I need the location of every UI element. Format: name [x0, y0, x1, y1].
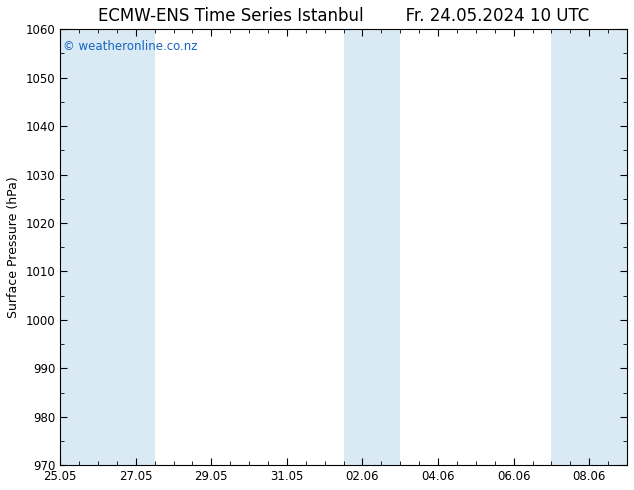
Text: © weatheronline.co.nz: © weatheronline.co.nz	[63, 40, 197, 53]
Title: ECMW-ENS Time Series Istanbul        Fr. 24.05.2024 10 UTC: ECMW-ENS Time Series Istanbul Fr. 24.05.…	[98, 7, 589, 25]
Bar	[117, 29, 155, 465]
Bar	[552, 29, 608, 465]
Bar	[344, 29, 400, 465]
Bar	[608, 29, 627, 465]
Bar	[60, 29, 117, 465]
Y-axis label: Surface Pressure (hPa): Surface Pressure (hPa)	[7, 176, 20, 318]
